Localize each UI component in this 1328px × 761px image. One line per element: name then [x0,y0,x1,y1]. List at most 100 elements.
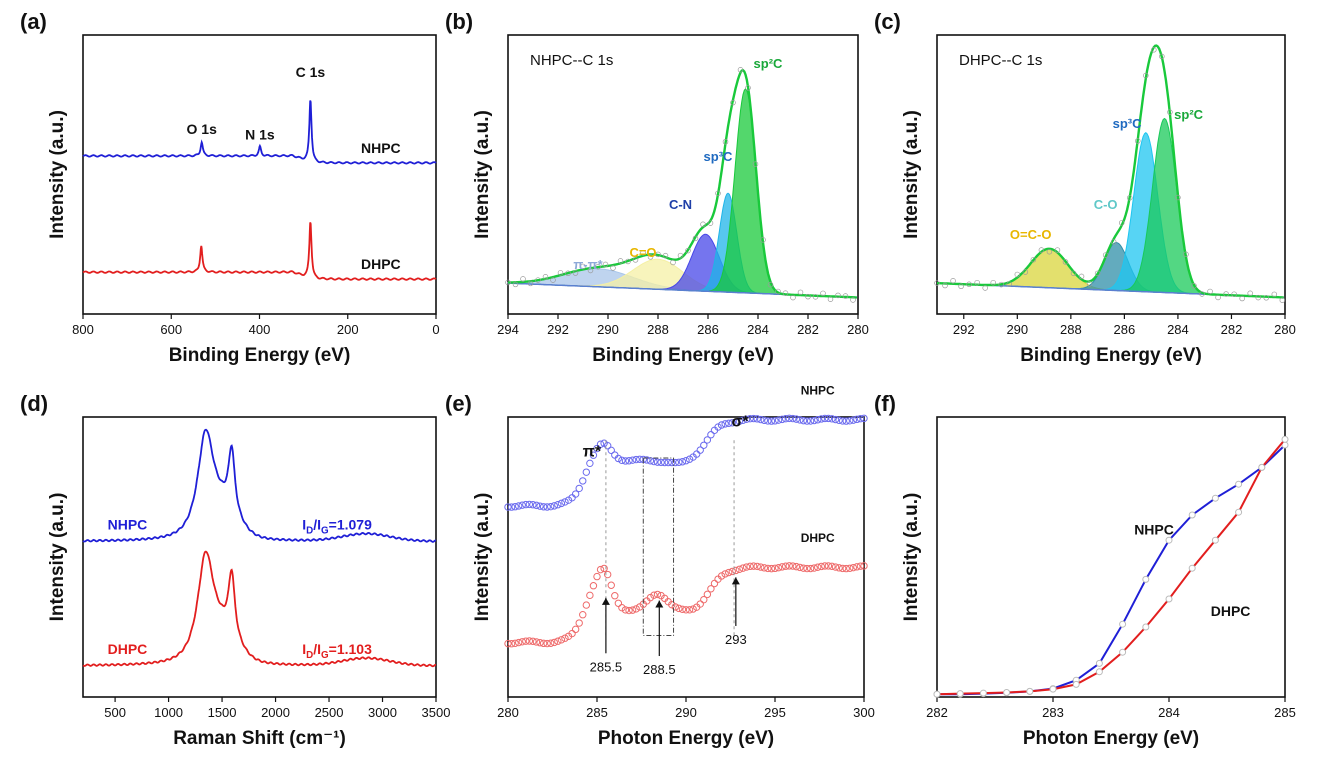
data-point [828,415,836,423]
panel-label: (c) [874,9,901,34]
raw-data-point [1094,270,1101,277]
data-point [739,416,747,424]
data-point [746,562,754,571]
raw-data-point [1255,294,1261,301]
data-point [618,456,626,465]
raw-data-point [692,235,699,242]
component-label: O=C-O [1010,227,1052,242]
data-point [589,582,598,590]
data-point [842,417,850,425]
x-tick-label: 800 [72,322,94,337]
raw-data-point [1126,195,1133,201]
panel-d: 500 1000 1500 2000 2500 3000 3500 Raman Shift (… [20,391,450,749]
data-point [721,420,729,428]
raw-data-point [662,252,669,259]
data-point [821,562,829,570]
data-point [504,503,512,511]
component-peak [507,233,857,298]
data-point [678,458,687,466]
panel-label: (f) [874,391,896,416]
raw-data-point [625,258,631,265]
data-point [714,423,722,431]
raw-data-point [1215,294,1221,301]
raw-data-point [1279,297,1286,303]
raw-data-point [610,265,616,271]
raw-data-point [1223,291,1229,297]
raw-data-point [587,267,594,274]
data-point [835,564,843,572]
data-point [539,503,548,511]
data-point [653,590,662,599]
component-label: C-N [669,197,692,212]
series-line-dhpc [82,222,437,281]
raw-data-point [1143,72,1149,79]
data-point [710,579,719,588]
data-point [842,564,850,573]
data-point [860,414,868,423]
peak-position-label: 288.5 [643,662,676,677]
data-point [817,415,825,423]
raw-data-point [565,270,571,277]
ratio-label-dhpc: ID​/IG​=1.103 [302,641,372,661]
raw-data-point [647,254,654,260]
series-line-nhpc [82,428,437,543]
raw-data-point [1014,271,1021,278]
x-axis-title: Raman Shift (cm⁻¹) [173,728,346,749]
data-point [685,606,694,614]
x-tick-label: 290 [597,322,619,337]
data-point [774,563,783,572]
data-point [611,592,619,600]
x-tick-label: 2000 [261,705,290,720]
data-point [628,606,637,614]
data-point [717,572,726,580]
raw-data-point [512,281,519,288]
y-axis-title: Intensity (a.u.) [47,110,68,239]
raw-data-point [782,290,789,296]
raw-data-point [767,281,774,288]
data-point [1142,623,1150,631]
data-point [543,639,551,648]
data-point [781,562,790,570]
x-axis-title: Binding Energy (eV) [592,345,774,366]
data-point [739,564,747,572]
data-point [703,590,712,599]
raw-data-point [1159,53,1165,60]
peak-position-label: 293 [725,632,747,647]
data-point [522,500,530,509]
raw-data-point [1110,239,1117,245]
data-point [732,566,740,575]
component-label: C-O [1094,197,1118,212]
data-point [561,634,569,642]
series-label-nhpc: NHPC [361,140,401,156]
data-point [760,416,769,425]
series-line-nhpc [82,100,437,165]
data-point [742,563,751,571]
data-point [504,639,512,648]
x-tick-label: 3000 [368,705,397,720]
data-point [803,417,811,425]
panel-c: 292 290 288 286 284 282 280 Binding Energy (eV)… [874,9,1296,366]
data-point [860,562,868,570]
x-tick-label: 200 [337,322,359,337]
raw-data-point [950,278,956,284]
data-point [853,415,861,424]
data-point [582,601,591,609]
raw-data-point [1070,270,1077,277]
data-point [522,637,530,645]
data-point [1026,687,1034,695]
x-tick-label: 280 [497,705,519,720]
data-point [518,638,526,646]
component-peak [507,88,857,298]
raw-data-point [827,296,834,302]
x-tick-label: 282 [1221,322,1243,337]
data-point [536,502,544,510]
panel-label: (e) [445,391,472,416]
data-point [821,414,829,423]
data-point [799,564,808,572]
x-tick-label: 280 [847,322,869,337]
data-point [1235,508,1243,516]
raw-data-point [850,297,856,303]
series-label-dhpc: DHPC [361,256,401,272]
data-point [785,414,793,423]
raw-data-point [820,290,826,297]
